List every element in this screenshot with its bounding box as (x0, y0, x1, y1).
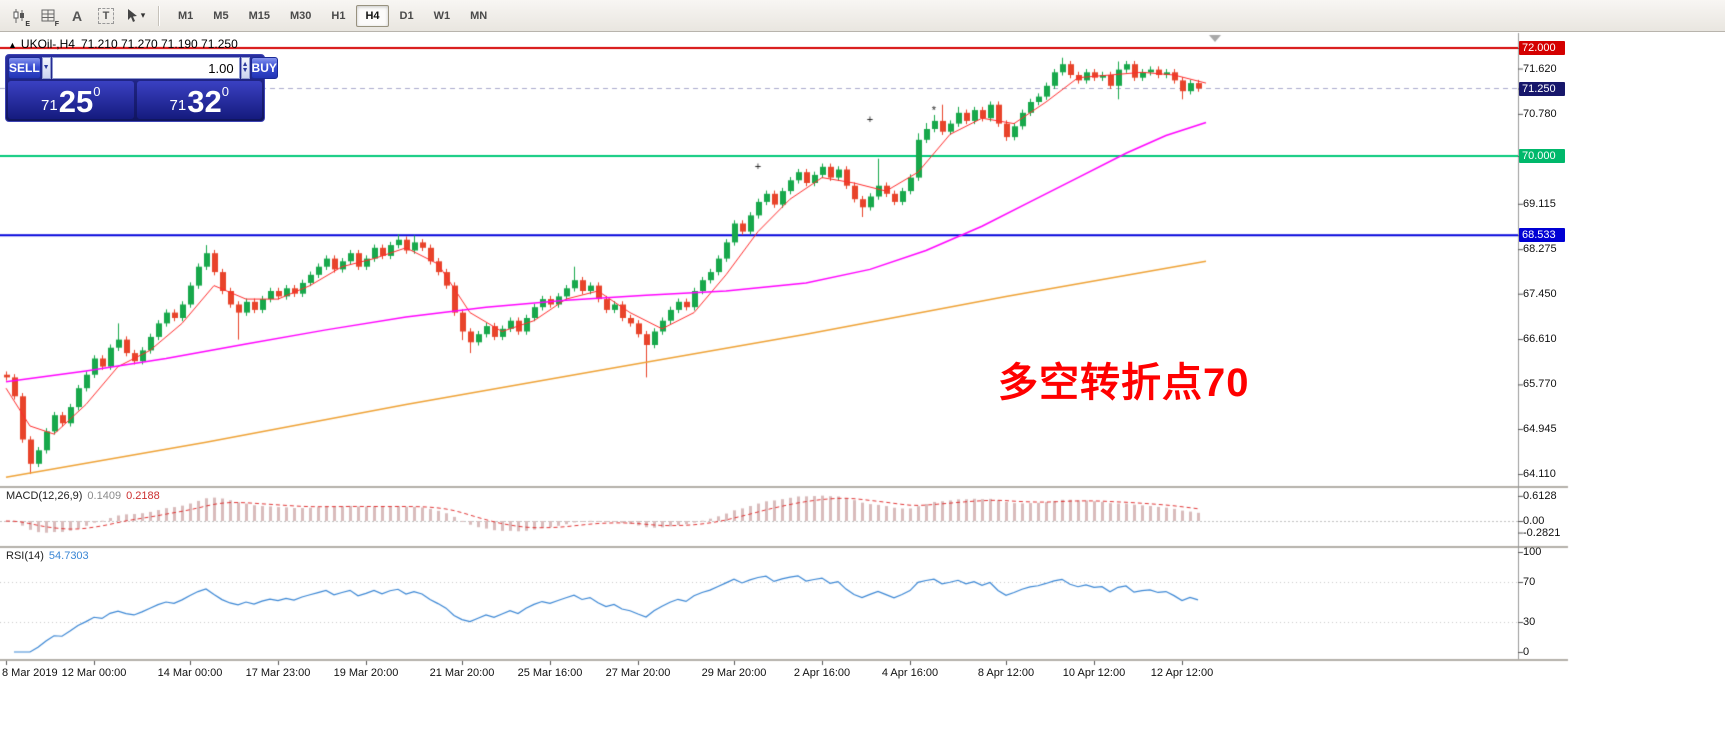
collapse-arrow-icon[interactable]: ▲ (8, 40, 17, 50)
candlestick-icon (13, 8, 24, 23)
time-axis-label: 12 Mar 00:00 (61, 667, 127, 679)
top-toolbar: E F A T ▾ M1 M5 M15 M30 H1 H4 D1 W1 MN (0, 0, 1725, 32)
chart-title: ▲ UKOil-,H4 71.210 71.270 71.190 71.250 (8, 37, 238, 51)
cursor-icon (127, 9, 137, 22)
cursor-tool-button[interactable]: ▾ (122, 4, 148, 28)
rsi-axis-label: 70 (1523, 576, 1536, 588)
macd-axis-label: 0.00 (1523, 515, 1545, 527)
one-click-trading-panel: SELL ▼ ▲▼ BUY 71 25 0 71 32 0 (5, 54, 278, 122)
price-axis-label: 72.000 (1519, 41, 1565, 55)
volume-input[interactable] (51, 57, 240, 79)
tool-sub-label: E (25, 20, 30, 28)
time-axis-label: 27 Mar 20:00 (605, 667, 671, 679)
macd-header: MACD(12,26,9) 0.1409 0.2188 (6, 490, 160, 502)
time-axis-label: 8 Apr 12:00 (977, 667, 1035, 679)
price-axis-label: 67.450 (1523, 287, 1557, 300)
timeframe-group: M1 M5 M15 M30 H1 H4 D1 W1 MN (169, 4, 496, 27)
macd-axis-label: 0.6128 (1523, 489, 1557, 502)
time-axis-label: 25 Mar 16:00 (517, 667, 583, 679)
rsi-axis-label: 30 (1523, 616, 1536, 628)
macd-axis-label: -0.2821 (1523, 526, 1561, 539)
macd-label: MACD(12,26,9) (6, 490, 83, 502)
buy-button[interactable]: BUY (250, 57, 278, 79)
grid-style-button[interactable]: F (35, 4, 61, 28)
price-axis-label: 66.610 (1523, 333, 1557, 346)
time-axis-label: 2 Apr 16:00 (793, 667, 851, 679)
time-axis-label: 21 Mar 20:00 (429, 667, 495, 679)
price-axis-label: 68.533 (1519, 228, 1565, 243)
timeframe-MN[interactable]: MN (470, 9, 488, 22)
ask-big-digits: 32 (187, 84, 222, 120)
price-axis-label: 71.250 (1519, 81, 1565, 96)
price-axis-label: 64.945 (1523, 422, 1557, 435)
price-axis-label: 65.770 (1523, 378, 1557, 391)
bid-prefix: 71 (41, 97, 58, 114)
time-axis-label: 4 Apr 16:00 (881, 667, 939, 679)
time-axis-label: 10 Apr 12:00 (1062, 667, 1126, 679)
stepper-up-icon[interactable]: ▲ (241, 61, 249, 68)
volume-dropdown-button[interactable]: ▼ (41, 57, 51, 79)
chart-ohlc-values: 71.210 71.270 71.190 71.250 (80, 37, 238, 51)
timeframe-M5[interactable]: M5 (213, 9, 229, 22)
price-axis-label: 70.780 (1523, 107, 1557, 120)
price-axis-label: 69.115 (1523, 197, 1556, 210)
ask-price[interactable]: 71 32 0 (136, 81, 262, 120)
price-axis-label: 71.620 (1523, 62, 1557, 75)
price-axis-label: 70.000 (1519, 149, 1565, 163)
candlestick-style-button[interactable]: E (6, 4, 32, 28)
rsi-axis-label: 0 (1523, 646, 1530, 658)
time-axis-label: 29 Mar 20:00 (701, 667, 767, 679)
bid-big-digits: 25 (58, 84, 94, 120)
rsi-header: RSI(14) 54.7303 (6, 550, 89, 562)
bid-sup-digit: 0 (93, 84, 101, 99)
rsi-axis-label: 100 (1523, 546, 1542, 558)
chart-annotation: 多空转折点70 (998, 361, 1250, 405)
time-axis-label: 12 Apr 12:00 (1150, 667, 1214, 679)
dropdown-caret-icon: ▾ (140, 10, 146, 20)
ask-prefix: 71 (169, 97, 187, 114)
rsi-value: 54.7303 (48, 550, 89, 562)
timeframe-M1[interactable]: M1 (178, 9, 194, 22)
text-box-button[interactable]: T (93, 4, 119, 28)
timeframe-H4[interactable]: H4 (356, 4, 389, 27)
time-axis-label: 19 Mar 20:00 (333, 667, 399, 679)
macd-main-value: 0.1409 (87, 490, 122, 502)
time-axis-label: 14 Mar 00:00 (157, 667, 223, 679)
toolbar-separator (158, 5, 159, 26)
text-a-icon: A (71, 7, 83, 24)
rsi-label: RSI(14) (6, 550, 44, 562)
text-t-icon: T (97, 7, 115, 24)
macd-signal-value: 0.2188 (126, 490, 160, 502)
chart-symbol: UKOil-,H4 (20, 37, 75, 51)
text-annotation-button[interactable]: A (64, 4, 90, 28)
sell-button[interactable]: SELL (8, 57, 41, 79)
grid-icon (41, 9, 55, 21)
volume-stepper[interactable]: ▲ ▼ (240, 57, 250, 79)
timeframe-D1[interactable]: D1 (399, 9, 414, 22)
price-axis-label: 64.110 (1523, 468, 1556, 481)
timeframe-H1[interactable]: H1 (331, 9, 346, 22)
price-axis-label: 68.275 (1523, 243, 1557, 256)
ask-sup-digit: 0 (221, 84, 229, 99)
time-axis-label: 17 Mar 23:00 (245, 667, 311, 679)
timeframe-M15[interactable]: M15 (248, 9, 270, 22)
time-axis-label: 8 Mar 2019 (2, 667, 58, 679)
timeframe-M30[interactable]: M30 (289, 9, 312, 22)
tool-sub-label: F (54, 20, 59, 28)
stepper-down-icon[interactable]: ▼ (241, 67, 249, 74)
bid-price[interactable]: 71 25 0 (8, 81, 134, 119)
timeframe-W1[interactable]: W1 (433, 9, 451, 22)
